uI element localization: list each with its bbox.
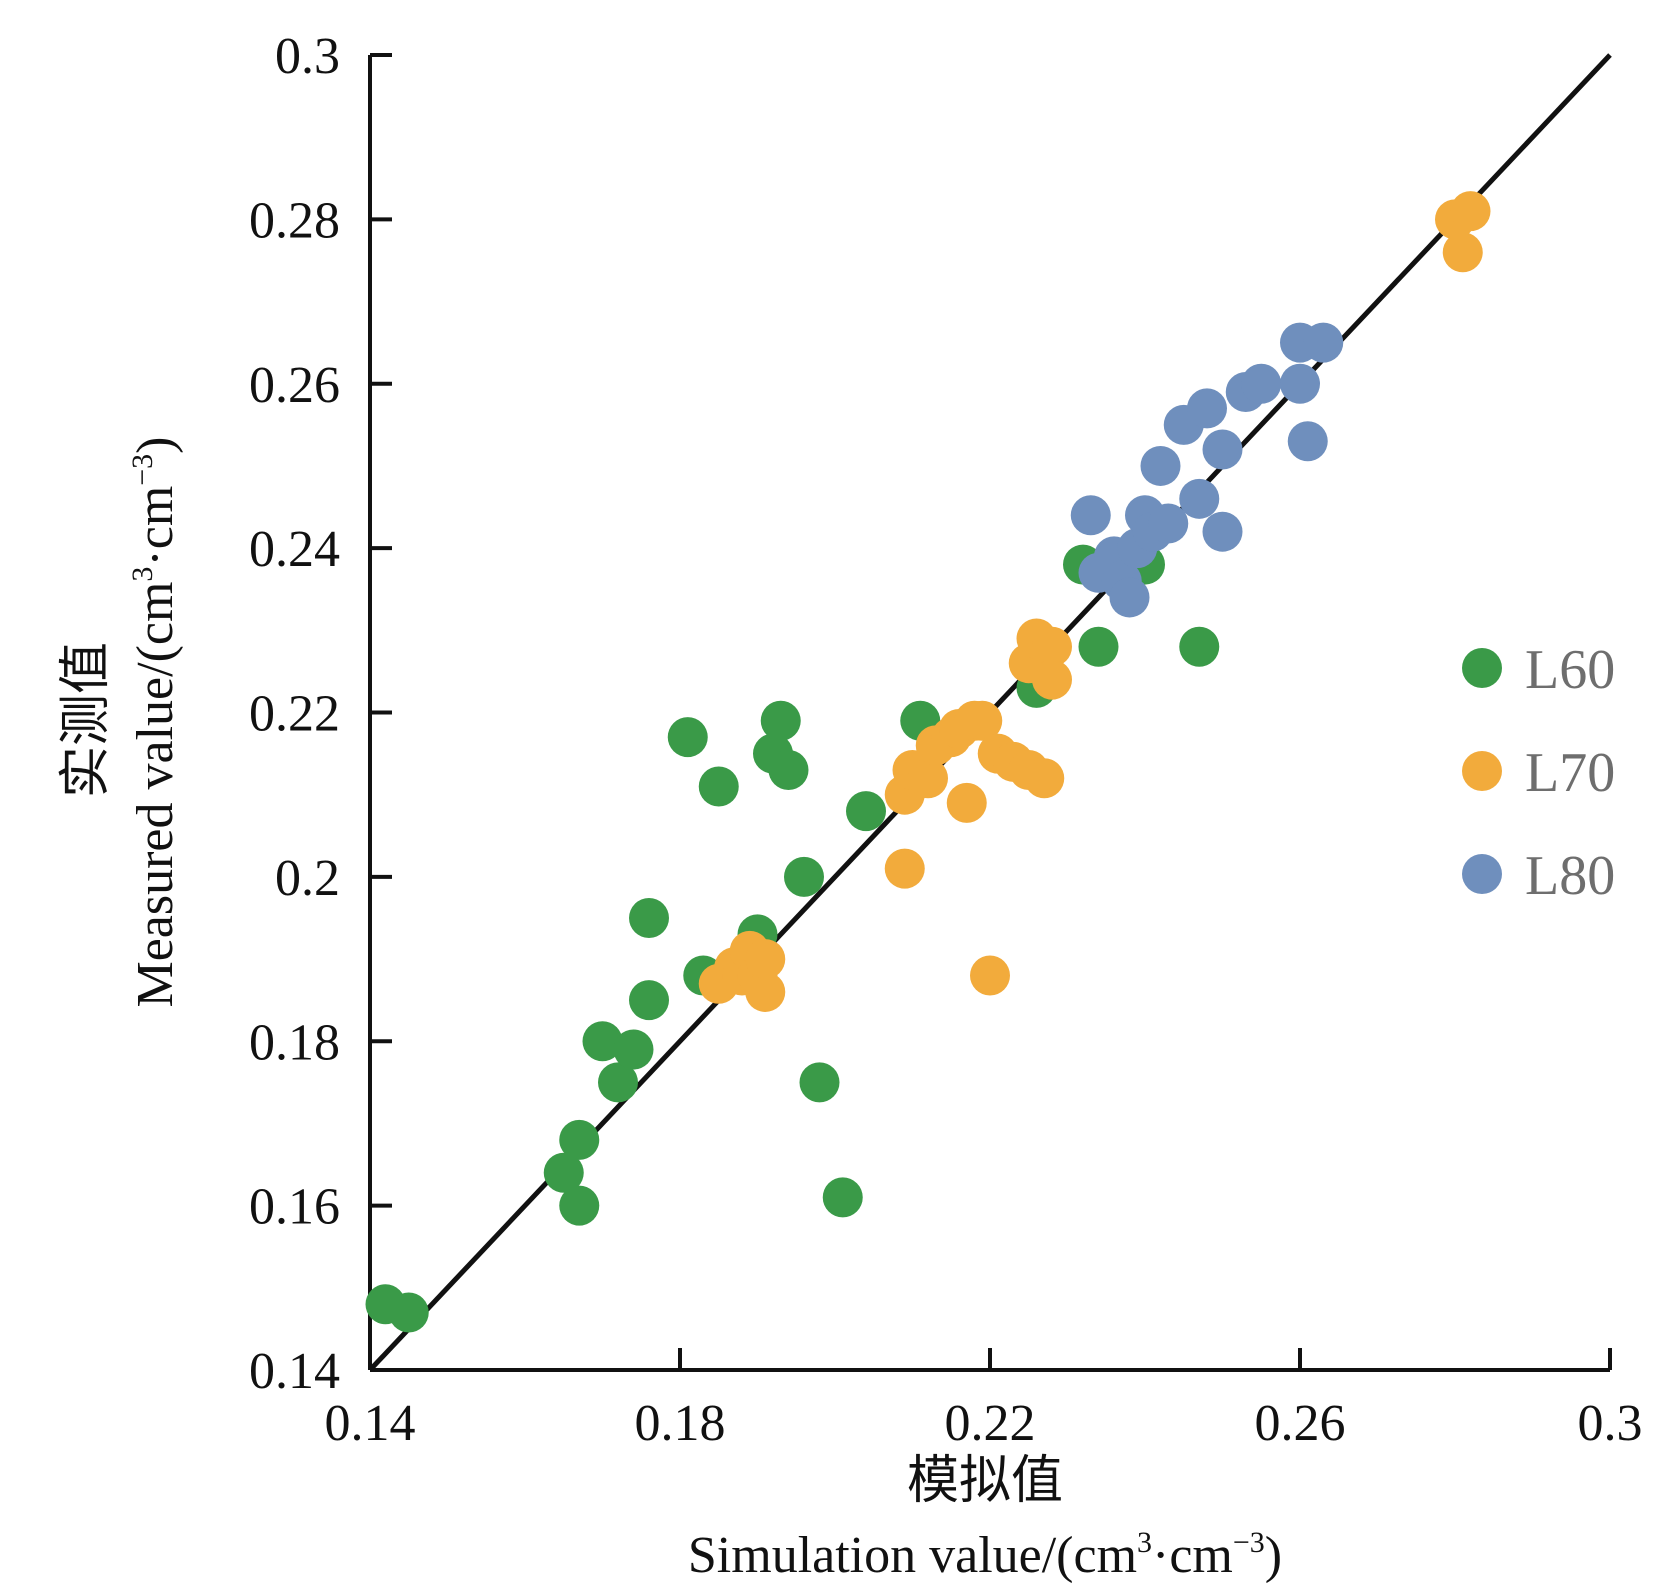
point-l60 <box>760 700 801 741</box>
point-l60 <box>613 1029 654 1070</box>
data-points <box>365 191 1491 1333</box>
point-l80 <box>1148 503 1189 544</box>
y-tick-label: 0.18 <box>249 1014 340 1071</box>
point-l70 <box>970 955 1010 996</box>
legend: L60 L70 L80 <box>1462 639 1615 907</box>
y-tick-label: 0.28 <box>249 192 340 249</box>
legend-label-l70: L70 <box>1525 742 1615 804</box>
x-axis-title-en: Simulation value/(cm3·cm−3) <box>688 1526 1282 1584</box>
point-l80 <box>1303 322 1344 363</box>
point-l80 <box>1070 495 1111 536</box>
legend-label-l80: L80 <box>1525 845 1615 907</box>
point-l60 <box>822 1177 863 1218</box>
point-l70 <box>745 939 786 980</box>
point-l60 <box>629 980 669 1021</box>
point-l80 <box>1202 511 1243 552</box>
point-l60 <box>388 1292 429 1333</box>
y-tick-label: 0.14 <box>249 1343 340 1400</box>
y-tick-label: 0.24 <box>249 521 340 578</box>
point-l80 <box>1280 363 1320 404</box>
y-axis-title-en: Measured value/(cm3·cm−3) <box>126 436 184 1007</box>
x-tick-label: 0.14 <box>325 1395 416 1452</box>
point-l80 <box>1202 429 1243 470</box>
point-l60 <box>667 717 708 758</box>
x-tick-label: 0.18 <box>635 1395 726 1452</box>
point-l70 <box>908 758 948 799</box>
point-l70 <box>1442 232 1483 273</box>
point-l70 <box>745 971 786 1012</box>
point-l60 <box>582 1021 623 1062</box>
y-tick-label: 0.2 <box>275 850 340 907</box>
point-l70 <box>1450 191 1491 232</box>
point-l60 <box>784 856 824 897</box>
point-l60 <box>1078 626 1119 667</box>
point-l60 <box>1179 626 1220 667</box>
legend-marker-l70 <box>1462 751 1502 791</box>
point-l80 <box>1179 478 1220 519</box>
legend-marker-l60 <box>1462 648 1502 688</box>
legend-label-l60: L60 <box>1525 639 1615 701</box>
point-l70 <box>1024 758 1065 799</box>
point-l80 <box>1109 577 1150 618</box>
x-axis-title-cn: 模拟值 <box>907 1453 1063 1510</box>
legend-marker-l80 <box>1462 854 1502 894</box>
point-l60 <box>598 1062 638 1103</box>
point-l60 <box>768 750 809 791</box>
x-tick-label: 0.22 <box>945 1395 1036 1452</box>
point-l60 <box>799 1062 840 1103</box>
point-l80 <box>1287 421 1328 462</box>
point-l60 <box>543 1152 584 1193</box>
y-tick-label: 0.26 <box>249 357 340 414</box>
point-l70 <box>1032 626 1072 667</box>
x-tick-label: 0.3 <box>1578 1395 1643 1452</box>
y-tick-label: 0.22 <box>249 686 340 743</box>
point-l60 <box>629 897 669 938</box>
axes: 0.14 0.16 0.18 0.2 0.22 0.24 0.26 0.28 0.3 0.14 0.… <box>249 28 1643 1452</box>
point-l80 <box>1140 445 1181 486</box>
point-l80 <box>1187 388 1227 429</box>
point-l70 <box>884 848 925 889</box>
point-l70 <box>946 782 987 823</box>
point-l70 <box>962 700 1003 741</box>
y-tick-label: 0.16 <box>249 1179 340 1236</box>
point-l60 <box>698 766 739 807</box>
y-tick-label: 0.3 <box>275 28 340 85</box>
point-l70 <box>1032 659 1072 700</box>
x-tick-label: 0.26 <box>1255 1395 1346 1452</box>
point-l80 <box>1241 363 1282 404</box>
point-l60 <box>559 1185 600 1226</box>
y-axis-title-cn: 实测值 <box>58 642 115 798</box>
point-l60 <box>846 791 886 832</box>
point-l60 <box>559 1119 600 1160</box>
